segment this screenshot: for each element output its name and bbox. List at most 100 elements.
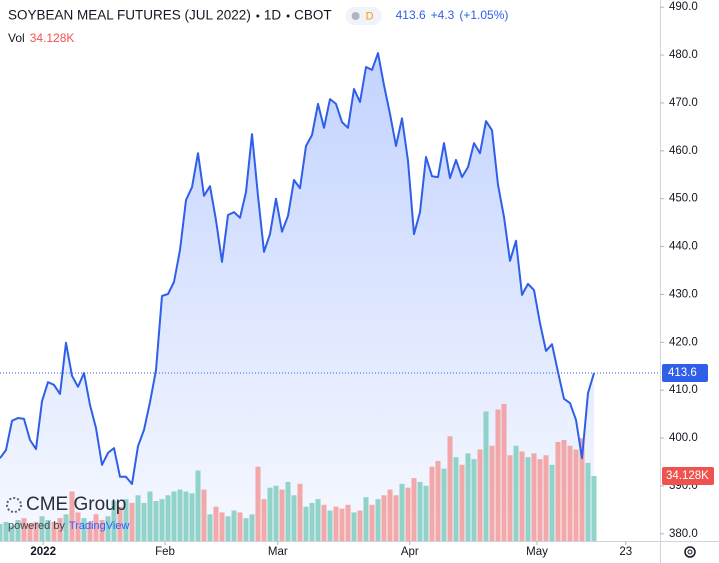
volume-bar (141, 502, 147, 541)
settings-icon[interactable] (684, 546, 696, 558)
volume-bar (0, 523, 3, 541)
volume-bar (387, 489, 393, 541)
last-price-label: 413.6 (668, 367, 697, 379)
volume-bar (123, 499, 129, 541)
volume-bar (291, 495, 297, 541)
y-tick-label: 400.0 (669, 432, 698, 444)
logo-powered: powered by (8, 520, 65, 532)
logo: CME Group powered by TradingView (6, 494, 130, 532)
volume-bar (99, 520, 105, 541)
volume-bar (285, 481, 291, 541)
volume-bar (219, 512, 225, 541)
volume-bar (339, 508, 345, 541)
volume-bar (537, 459, 543, 541)
volume-bar (525, 457, 531, 541)
volume-bar (363, 497, 369, 541)
volume-bar (111, 500, 117, 541)
volume-bar (543, 455, 549, 541)
volume-bar (45, 520, 51, 541)
interval: 1D (264, 8, 282, 23)
exchange: CBOT (294, 8, 332, 23)
plot (0, 52, 597, 541)
volume-bar (129, 502, 135, 541)
area-fill (0, 53, 594, 541)
x-tick-label: Feb (155, 546, 175, 558)
volume-bar (225, 516, 231, 541)
volume-bar (3, 521, 9, 541)
volume-bar (333, 506, 339, 541)
volume-bar (201, 489, 207, 541)
volume-bar (591, 475, 597, 541)
volume-bar (501, 403, 507, 541)
volume-bar (579, 438, 585, 541)
x-tick-label: 2022 (30, 546, 56, 558)
volume-bar (453, 457, 459, 541)
volume-bar (411, 478, 417, 541)
volume-bar (249, 514, 255, 541)
volume-bar (417, 481, 423, 541)
volume-bar (465, 453, 471, 541)
y-tick-label: 440.0 (669, 241, 698, 253)
separator (286, 14, 290, 18)
volume-bar (573, 449, 579, 541)
volume-bar (27, 523, 33, 541)
volume-bar (189, 493, 195, 541)
price-line (0, 52, 595, 485)
volume-bar (423, 485, 429, 541)
volume-bar (489, 445, 495, 541)
volume-bar (21, 518, 27, 541)
volume-bar (93, 514, 99, 541)
status-dot (351, 12, 360, 20)
volume-bar (165, 495, 171, 541)
volume-bar (213, 506, 219, 541)
volume-bar (471, 459, 477, 541)
x-tick-label: Mar (268, 546, 288, 558)
volume-bar (87, 521, 93, 541)
volume-bar (297, 483, 303, 541)
volume-bar (549, 464, 555, 541)
y-tick-label: 480.0 (669, 49, 698, 61)
volume-bar (321, 504, 327, 541)
volume-bar (429, 466, 435, 541)
volume-bar (459, 464, 465, 541)
volume-bar (195, 470, 201, 541)
volume-bar (303, 506, 309, 541)
volume-bar (369, 504, 375, 541)
y-tick-label: 490.0 (669, 1, 698, 13)
volume-bar (9, 525, 15, 541)
volume-bar (495, 409, 501, 541)
volume-label: Vol (8, 31, 25, 45)
volume-bar (267, 487, 273, 541)
volume-bar (51, 521, 57, 541)
volume-bar (255, 466, 261, 541)
volume-bar (231, 510, 237, 541)
volume-bar (171, 491, 177, 541)
volume-bar (207, 514, 213, 541)
volume-bar (567, 445, 573, 541)
volume-bar (63, 514, 69, 541)
volume-bar (585, 462, 591, 541)
volume-bar (381, 495, 387, 541)
y-tick-label: 420.0 (669, 336, 698, 348)
volume-bar (15, 520, 21, 541)
volume-bar (435, 460, 441, 541)
volume-bar (561, 440, 567, 541)
volume-bar (75, 512, 81, 541)
volume-bar (279, 489, 285, 541)
volume-bar (243, 518, 249, 541)
volume-bar (135, 495, 141, 541)
volume-bar (399, 483, 405, 541)
volume-value: 34.128K (30, 31, 75, 45)
volume-bar (159, 499, 165, 541)
logo-provider[interactable]: TradingView (69, 520, 130, 532)
y-tick-label: 470.0 (669, 97, 698, 109)
volume-bar (345, 504, 351, 541)
volume-bar (477, 449, 483, 541)
volume-bar (177, 489, 183, 541)
status-badge[interactable] (345, 7, 382, 25)
change: +4.3 (431, 8, 455, 22)
header: SOYBEAN MEAL FUTURES (JUL 2022) 1D CBOT … (8, 7, 508, 45)
volume-bar (315, 499, 321, 541)
volume-bar (405, 487, 411, 541)
